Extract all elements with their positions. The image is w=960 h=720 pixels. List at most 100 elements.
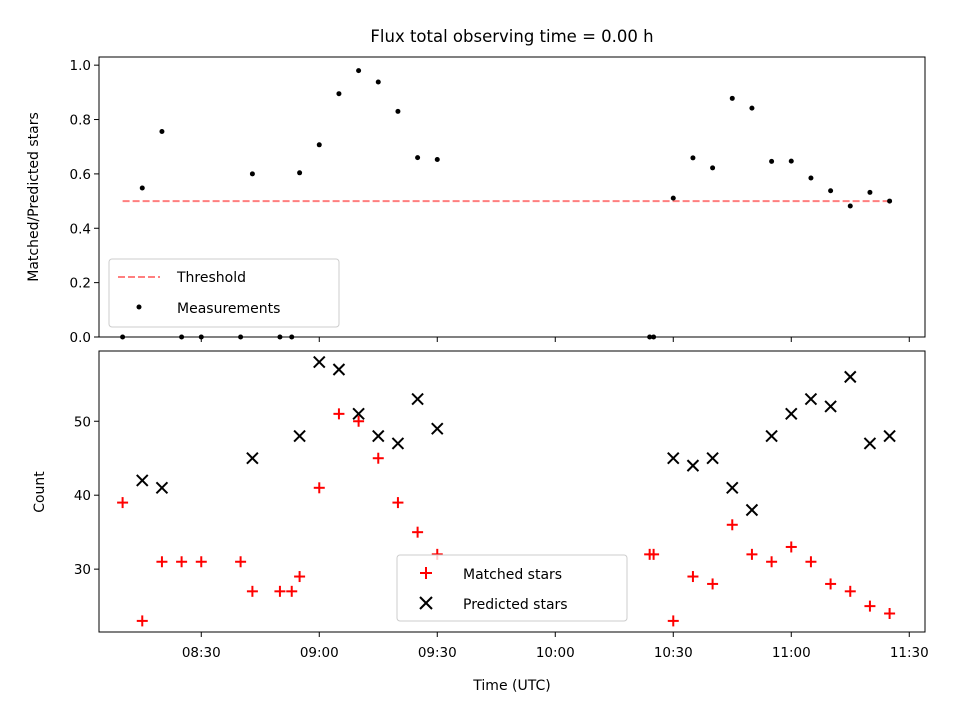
- matched-star-point: [667, 615, 679, 627]
- predicted-star-point: [155, 481, 169, 495]
- predicted-star-point: [431, 422, 444, 435]
- measurement-point: [690, 155, 696, 161]
- ratio-y-tick-label: 0.8: [70, 113, 91, 129]
- chart-title: Flux total observing time = 0.00 h: [370, 27, 653, 46]
- ratio-plot-area: [120, 68, 893, 340]
- measurement-point: [316, 142, 322, 148]
- measurement-point: [297, 170, 303, 176]
- matched-star-point: [156, 556, 168, 568]
- predicted-star-point: [726, 481, 739, 495]
- count-panel-frame: [98, 350, 926, 633]
- matched-star-point: [825, 578, 837, 590]
- measurement-point: [729, 95, 735, 101]
- measurement-point: [336, 91, 342, 97]
- ratio-y-tick-label: 0.6: [70, 167, 91, 183]
- ratio-y-tick-label: 1.0: [70, 58, 91, 74]
- legend-predicted-label: Predicted stars: [463, 597, 568, 613]
- matched-star-point: [884, 608, 896, 620]
- count-x-tick-label: 08:30: [182, 645, 221, 661]
- count-y-tick-label: 40: [74, 488, 91, 504]
- count-x-tick-label: 11:30: [890, 645, 929, 661]
- count-x-tick-label: 10:30: [654, 645, 693, 661]
- matched-star-point: [176, 556, 188, 568]
- ratio-y-tick-label: 0.2: [70, 276, 91, 292]
- matched-star-point: [286, 585, 298, 597]
- predicted-star-point: [745, 503, 759, 517]
- predicted-star-point: [667, 452, 680, 465]
- count-x-axis-label: Time (UTC): [472, 678, 550, 694]
- matched-star-point: [687, 571, 699, 583]
- matched-star-point: [246, 585, 258, 597]
- matched-star-point: [235, 556, 247, 568]
- matched-star-point: [136, 615, 148, 627]
- predicted-star-point: [391, 437, 405, 450]
- predicted-star-point: [863, 437, 877, 450]
- ratio-panel-frame: [98, 56, 926, 338]
- matched-star-point: [294, 571, 306, 583]
- matched-star-point: [392, 497, 404, 509]
- count-x-tick-label: 11:00: [772, 645, 811, 661]
- measurement-point: [395, 108, 401, 114]
- count-y-tick-label: 30: [74, 562, 91, 578]
- predicted-star-point: [293, 429, 306, 443]
- measurement-point: [710, 165, 716, 171]
- predicted-star-point: [706, 452, 719, 465]
- legend-measurements-swatch: [136, 304, 142, 310]
- matched-star-point: [372, 452, 384, 464]
- measurement-point: [139, 185, 145, 191]
- measurement-point: [828, 188, 834, 194]
- matched-star-point: [864, 600, 876, 612]
- count-legend: Matched stars Predicted stars: [396, 554, 628, 622]
- measurement-point: [159, 128, 165, 134]
- predicted-star-point: [352, 407, 365, 421]
- matched-star-point: [353, 415, 365, 427]
- ratio-y-axis-label: Matched/Predicted stars: [26, 112, 42, 282]
- count-x-tick-label: 09:00: [300, 645, 339, 661]
- predicted-star-point: [372, 429, 385, 443]
- count-x-tick-label: 09:30: [418, 645, 457, 661]
- ratio-y-tick-label: 0.0: [70, 330, 91, 346]
- measurement-point: [887, 198, 893, 204]
- matched-star-point: [412, 526, 424, 538]
- count-y-axis-label: Count: [32, 471, 48, 513]
- ratio-y-tick-label: 0.4: [70, 221, 91, 237]
- legend-predicted-swatch: [419, 596, 433, 610]
- legend-matched-label: Matched stars: [463, 567, 562, 583]
- ratio-legend-box: [108, 258, 340, 328]
- matched-star-point: [117, 497, 129, 509]
- matched-star-point: [805, 556, 817, 568]
- predicted-star-point: [411, 392, 424, 406]
- ratio-x-axis: [200, 337, 910, 342]
- measurement-point: [249, 171, 255, 177]
- ratio-legend: Threshold Measurements: [108, 258, 340, 328]
- measurement-point: [867, 189, 873, 195]
- measurement-point: [749, 105, 755, 111]
- measurement-point: [670, 195, 676, 201]
- measurement-point: [375, 79, 381, 85]
- predicted-star-point: [686, 459, 700, 472]
- count-y-axis: 30 40 50: [74, 414, 99, 578]
- predicted-star-point: [883, 429, 896, 443]
- matched-star-point: [726, 519, 738, 531]
- predicted-star-point: [765, 429, 778, 443]
- matched-star-point: [766, 556, 778, 568]
- count-y-tick-label: 50: [74, 414, 91, 430]
- legend-measurements-label: Measurements: [177, 301, 280, 317]
- matched-star-point: [333, 408, 345, 420]
- predicted-star-point: [313, 355, 326, 369]
- measurement-point: [847, 203, 853, 209]
- count-x-axis: 08:30 09:00 09:30 10:00 10:30 11:00 11:30: [182, 632, 929, 661]
- predicted-star-point: [136, 474, 149, 487]
- legend-threshold-label: Threshold: [176, 270, 246, 286]
- measurement-point: [808, 175, 814, 181]
- count-x-tick-label: 10:00: [536, 645, 575, 661]
- matched-star-point: [707, 578, 719, 590]
- matched-star-point: [785, 541, 797, 553]
- matched-star-point: [844, 585, 856, 597]
- measurement-point: [769, 158, 775, 164]
- predicted-star-point: [844, 370, 857, 384]
- matched-star-point: [746, 548, 758, 560]
- matched-star-point: [648, 548, 660, 560]
- ratio-y-axis: 0.0 0.2 0.4 0.6 0.8 1.0: [70, 58, 99, 346]
